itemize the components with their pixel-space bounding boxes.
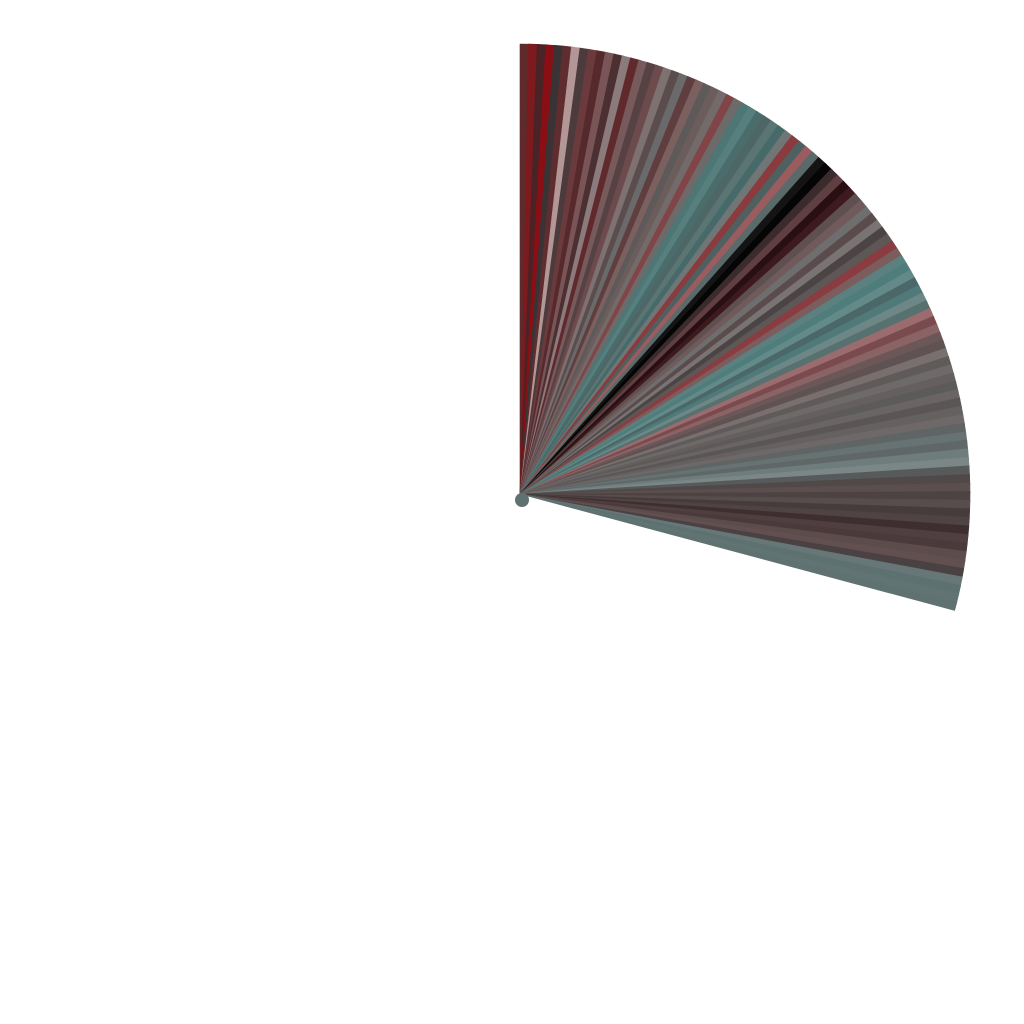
fan-wedge <box>519 493 958 611</box>
fan-wedge-group <box>515 43 971 611</box>
fan-center-corner <box>515 493 529 507</box>
